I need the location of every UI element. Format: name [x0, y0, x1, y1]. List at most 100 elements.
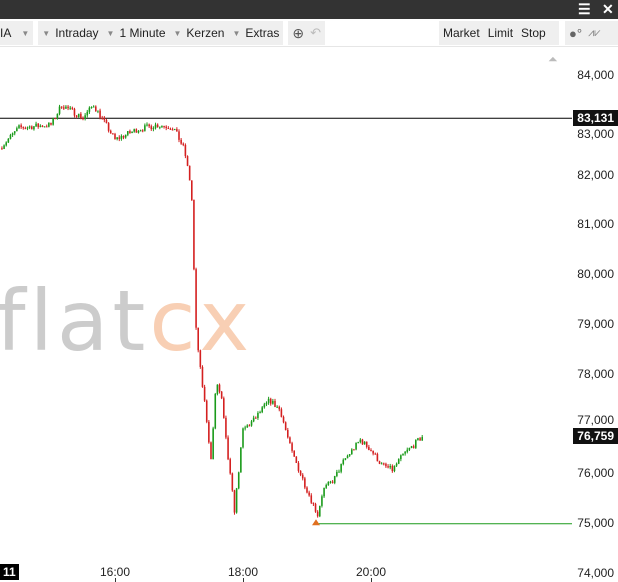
- candle: [26, 126, 29, 131]
- candle: [410, 445, 413, 449]
- candle: [259, 410, 261, 414]
- extras-label: Extras: [245, 26, 280, 40]
- candle: [152, 126, 155, 132]
- candle: [397, 458, 400, 465]
- y-tick-label: 77,000: [577, 413, 614, 427]
- indicator-label: IA: [0, 26, 12, 40]
- candle: [163, 125, 165, 129]
- candle: [210, 441, 212, 460]
- candle: [178, 129, 180, 143]
- last-price-label: 76,759: [573, 428, 618, 444]
- candle: [48, 122, 50, 128]
- candle: [261, 405, 263, 414]
- candle: [156, 123, 159, 128]
- candle: [171, 127, 174, 131]
- candle: [412, 444, 415, 449]
- candle: [9, 133, 12, 140]
- chart-type-dropdown[interactable]: ▼ Kerzen: [170, 21, 229, 45]
- candle: [368, 444, 370, 451]
- candle: [338, 469, 340, 473]
- scroll-up-icon[interactable]: ⏶: [548, 52, 558, 66]
- candle: [272, 398, 274, 405]
- candle: [385, 462, 387, 468]
- candle: [289, 436, 291, 444]
- candle: [63, 105, 65, 110]
- candle: [408, 447, 411, 452]
- candle: [233, 489, 236, 515]
- candle: [114, 132, 116, 140]
- candle: [380, 462, 383, 465]
- y-tick-label: 75,000: [577, 516, 614, 531]
- candle: [327, 481, 330, 486]
- candle: [361, 438, 364, 445]
- candle: [406, 447, 409, 454]
- stop-order-button[interactable]: Stop: [521, 26, 546, 40]
- candle: [65, 105, 67, 109]
- candle: [77, 113, 80, 118]
- candle: [129, 129, 131, 134]
- candle: [52, 117, 54, 126]
- lightbulb-icon[interactable]: ●°: [569, 25, 583, 41]
- candle: [122, 135, 125, 140]
- y-tick-label: 76,000: [577, 466, 614, 481]
- x-tick-label: 20:00: [355, 565, 387, 579]
- candle: [293, 450, 295, 457]
- candle: [308, 490, 310, 497]
- y-tick-label: 81,000: [577, 217, 614, 232]
- candle: [299, 470, 302, 477]
- candle: [353, 448, 355, 451]
- candle: [109, 129, 112, 134]
- candle: [274, 398, 276, 408]
- candle: [60, 106, 63, 109]
- interval-dropdown[interactable]: ▼ 1 Minute: [103, 21, 170, 45]
- period-dropdown[interactable]: ▼ Intraday: [38, 21, 102, 45]
- extras-dropdown[interactable]: ▼ Extras: [228, 21, 283, 45]
- candle: [246, 424, 249, 428]
- candle: [314, 502, 317, 513]
- pulse-icon[interactable]: ⩘⩗: [588, 26, 601, 39]
- flatex-watermark: flatcx: [0, 272, 254, 370]
- candle: [54, 117, 57, 120]
- close-icon[interactable]: ✕: [602, 1, 614, 17]
- limit-order-button[interactable]: Limit: [487, 26, 514, 40]
- candle: [282, 415, 285, 424]
- candle: [82, 116, 84, 121]
- horizontal-line-label: 83,131: [573, 110, 618, 126]
- candle: [67, 105, 69, 111]
- candle: [284, 421, 287, 431]
- y-tick-label: 82,000: [577, 167, 614, 182]
- candle: [301, 473, 304, 481]
- candle: [372, 450, 374, 456]
- candle: [229, 457, 231, 475]
- candle: [280, 407, 283, 418]
- candle: [124, 134, 127, 139]
- candle: [344, 458, 347, 461]
- candle: [116, 137, 118, 141]
- market-order-button[interactable]: Market: [443, 26, 480, 40]
- candle: [265, 401, 268, 407]
- candle: [225, 415, 227, 440]
- candle: [161, 125, 163, 128]
- candle: [333, 475, 336, 485]
- zoom-in-icon[interactable]: ⊕: [292, 24, 305, 41]
- hamburger-icon[interactable]: ☰: [578, 1, 591, 17]
- period-label: Intraday: [55, 26, 99, 40]
- candle: [376, 452, 379, 462]
- candle: [118, 135, 121, 142]
- candle: [120, 134, 123, 141]
- candle: [103, 116, 106, 123]
- candle: [182, 142, 185, 147]
- candle: [58, 104, 61, 116]
- undo-icon[interactable]: ↶: [310, 25, 322, 40]
- candle: [71, 106, 74, 110]
- candle: [1, 146, 3, 150]
- indicator-dropdown[interactable]: IA ▼: [0, 21, 34, 45]
- candle: [146, 122, 148, 127]
- candle: [193, 199, 195, 271]
- chevron-down-icon: ▼: [21, 28, 30, 38]
- candle: [90, 106, 93, 109]
- candle: [191, 180, 193, 202]
- candle: [201, 365, 204, 388]
- candle: [263, 402, 266, 409]
